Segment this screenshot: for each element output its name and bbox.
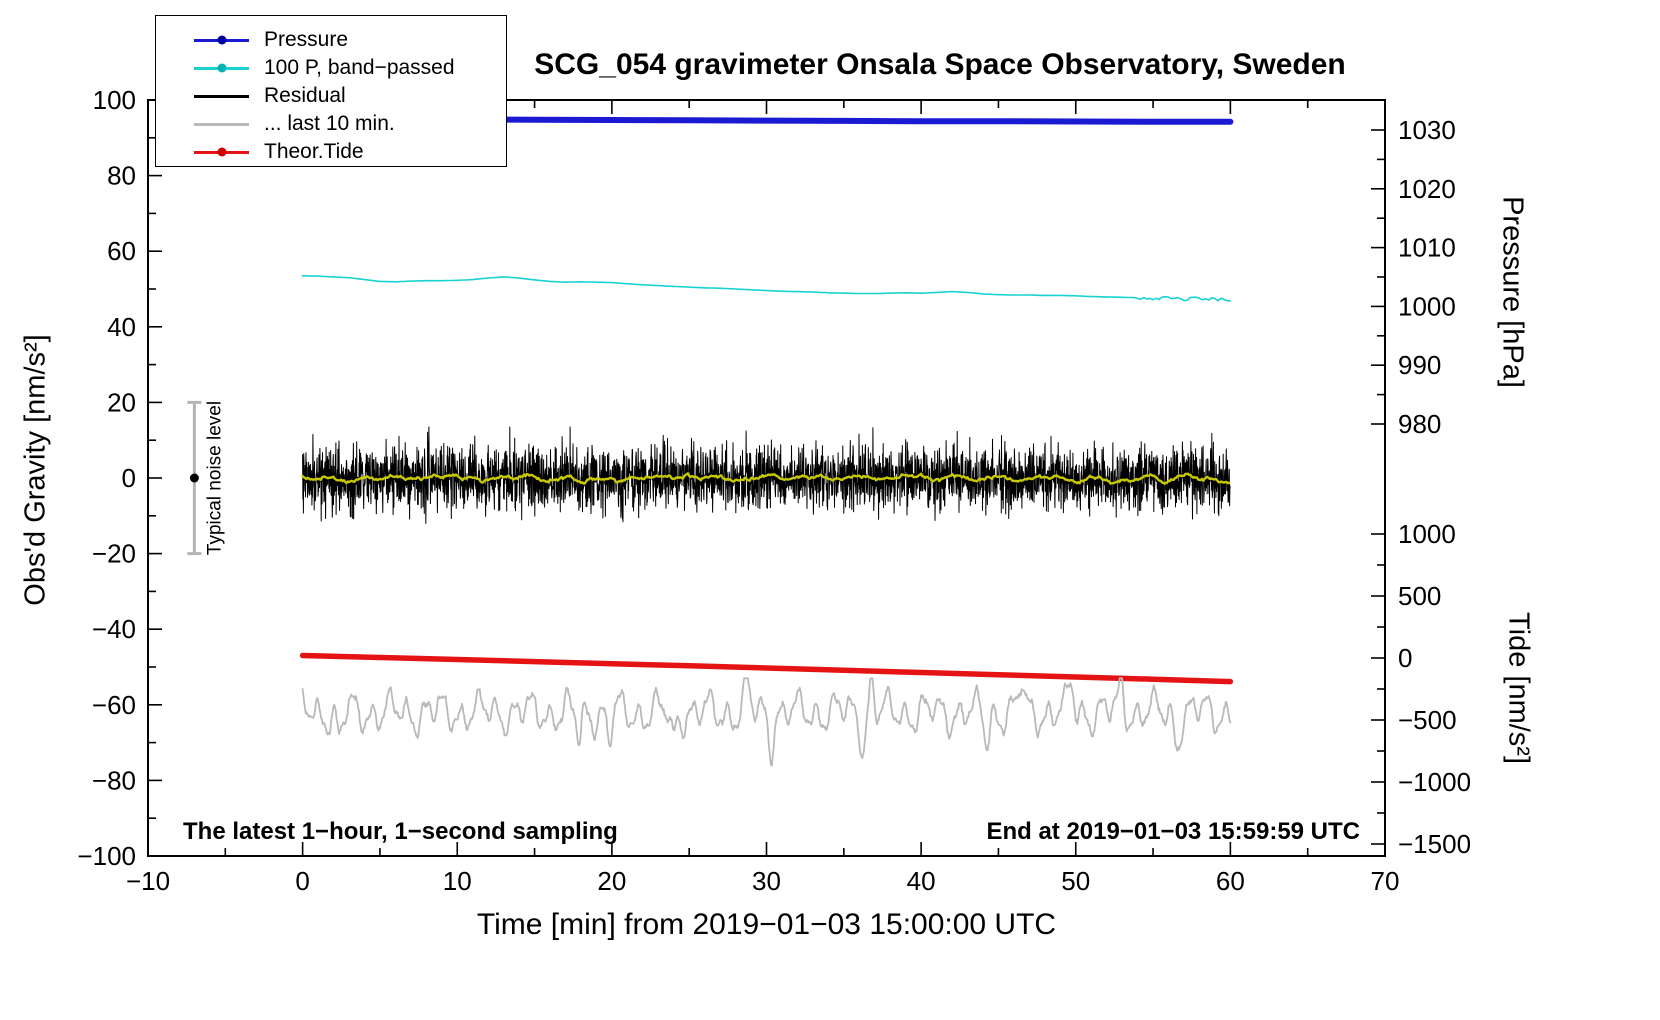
noise-level-dot (189, 473, 199, 483)
legend-item: Residual (194, 82, 506, 110)
legend-item-label: Residual (264, 84, 346, 107)
gravity-tick-label: −80 (92, 765, 136, 795)
gravity-tick-label: 80 (107, 161, 136, 191)
legend-item: Pressure (194, 26, 506, 54)
legend-item: Theor.Tide (194, 138, 506, 166)
x-tick-label: 20 (597, 866, 626, 896)
chart-title: SCG_054 gravimeter Onsala Space Observat… (534, 48, 1346, 81)
legend-item-label: 100 P, band−passed (264, 56, 455, 79)
legend-line-sample (194, 147, 249, 157)
gravity-tick-label: −40 (92, 614, 136, 644)
legend-item: ... last 10 min. (194, 110, 506, 138)
y-axis-label-tide: Tide [nm/s²] (1502, 611, 1535, 765)
pressure-tick-label: 990 (1398, 350, 1441, 380)
legend-line-sample (194, 63, 249, 73)
tide-tick-label: 1000 (1398, 519, 1456, 549)
legend-line-sample (194, 122, 249, 126)
legend-line-sample (194, 94, 249, 98)
gravity-tick-label: 40 (107, 312, 136, 342)
x-tick-label: 70 (1371, 866, 1400, 896)
legend-item-label: Theor.Tide (264, 140, 364, 163)
y-axis-label-gravity: Obs'd Gravity [nm/s²] (19, 334, 52, 606)
series-band-passed-line (301, 274, 1232, 302)
x-tick-label: 0 (295, 866, 309, 896)
x-tick-label: 40 (907, 866, 936, 896)
tide-tick-label: −500 (1398, 705, 1457, 735)
gravity-tick-label: 60 (107, 236, 136, 266)
tide-tick-label: 0 (1398, 643, 1412, 673)
x-tick-label: −10 (126, 866, 170, 896)
pressure-tick-label: 1010 (1398, 233, 1456, 263)
series-residual-smooth-line (301, 472, 1231, 485)
legend-item-label: ... last 10 min. (264, 112, 395, 135)
legend-item: 100 P, band−passed (194, 54, 506, 82)
legend-marker-dot (217, 147, 226, 157)
legend-marker-dot (217, 63, 226, 73)
pressure-tick-label: 980 (1398, 409, 1441, 439)
x-axis-label: Time [min] from 2019−01−03 15:00:00 UTC (476, 908, 1057, 941)
series-last10-line (301, 677, 1232, 767)
tide-tick-label: 500 (1398, 581, 1441, 611)
y-axis-label-pressure: Pressure [hPa] (1496, 196, 1529, 388)
gravity-tick-label: −100 (77, 841, 136, 871)
gravity-tick-label: −60 (92, 690, 136, 720)
pressure-tick-label: 1000 (1398, 291, 1456, 321)
gravity-tick-label: 0 (122, 463, 136, 493)
gravity-tick-label: 100 (93, 85, 136, 115)
legend-item-label: Pressure (264, 28, 349, 51)
series-residual-line (302, 426, 1231, 524)
gravity-tick-label: −20 (92, 539, 136, 569)
pressure-tick-label: 1030 (1398, 115, 1456, 145)
legend-line-sample (194, 35, 249, 45)
legend: Pressure 100 P, band−passed Residual ... la… (155, 15, 507, 167)
tide-tick-label: −1000 (1398, 767, 1471, 797)
x-tick-label: 30 (752, 866, 781, 896)
x-tick-label: 50 (1061, 866, 1090, 896)
series-theor-tide-line (299, 652, 1234, 685)
pressure-tick-label: 1020 (1398, 174, 1456, 204)
legend-marker-dot (217, 35, 226, 45)
gravity-tick-label: 20 (107, 387, 136, 417)
x-tick-label: 10 (443, 866, 472, 896)
x-tick-label: 60 (1216, 866, 1245, 896)
tide-tick-label: −1500 (1398, 829, 1471, 859)
noise-level-label: Typical noise level (204, 401, 225, 555)
end-time-annotation: End at 2019−01−03 15:59:59 UTC (986, 818, 1360, 845)
sampling-annotation: The latest 1−hour, 1−second sampling (183, 818, 618, 845)
